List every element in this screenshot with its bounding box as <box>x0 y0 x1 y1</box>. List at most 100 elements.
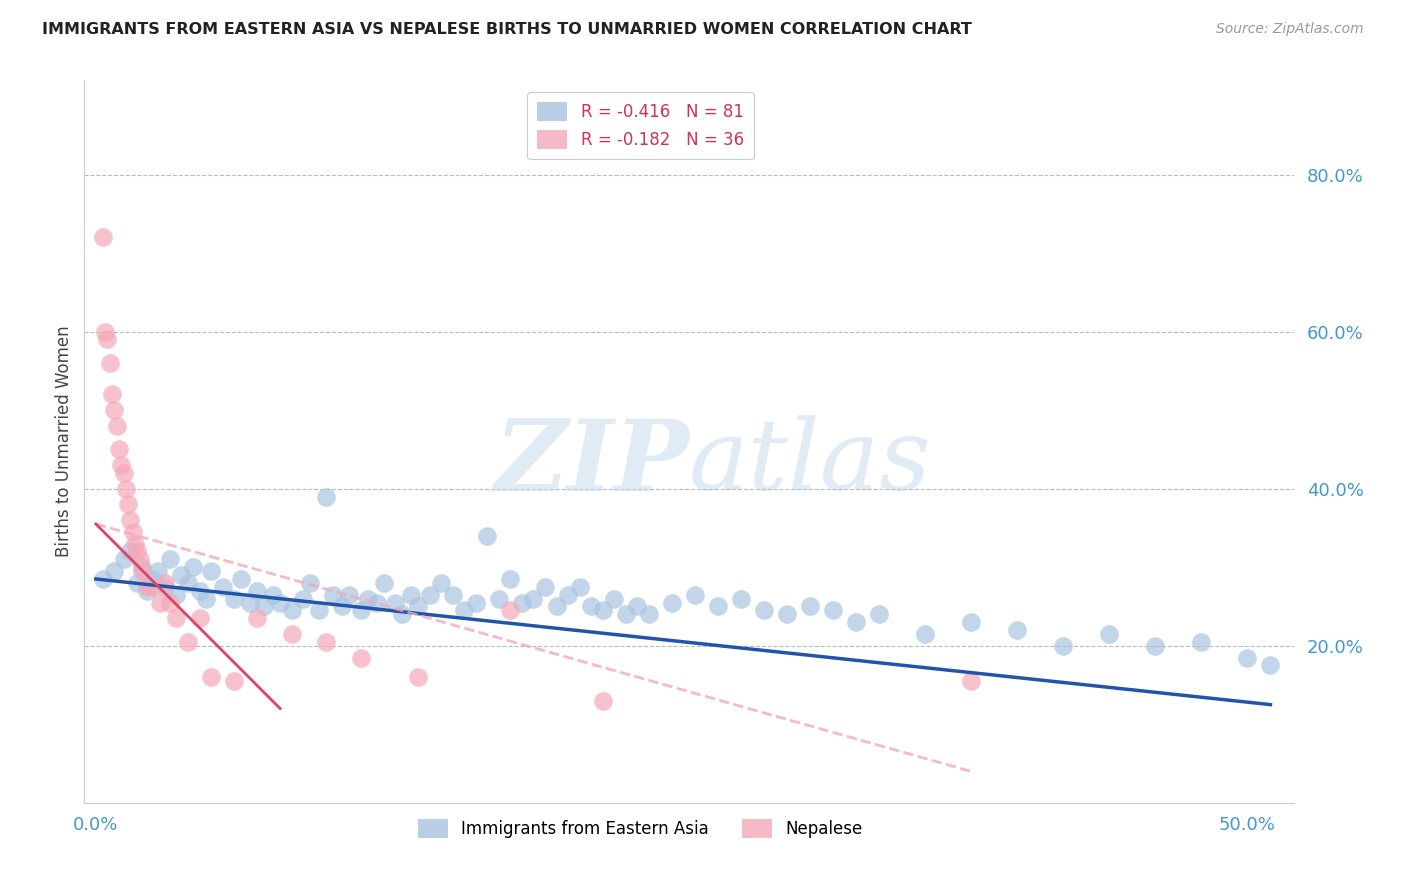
Point <box>170 568 193 582</box>
Point <box>103 564 125 578</box>
Point <box>222 591 245 606</box>
Point <box>159 595 181 609</box>
Point <box>546 599 568 614</box>
Y-axis label: Births to Unmarried Women: Births to Unmarried Women <box>55 326 73 558</box>
Legend: Immigrants from Eastern Asia, Nepalese: Immigrants from Eastern Asia, Nepalese <box>412 813 870 845</box>
Point <box>752 603 775 617</box>
Point <box>592 694 614 708</box>
Text: atlas: atlas <box>689 416 932 511</box>
Point <box>441 588 464 602</box>
Point <box>914 627 936 641</box>
Point <box>177 575 200 590</box>
Point <box>211 580 233 594</box>
Point <box>960 615 983 630</box>
Point <box>706 599 728 614</box>
Point <box>94 325 117 339</box>
Point <box>821 603 844 617</box>
Point <box>239 595 262 609</box>
Point <box>280 603 302 617</box>
Point <box>683 588 706 602</box>
Point <box>112 552 135 566</box>
Point <box>120 544 142 558</box>
Point <box>408 599 430 614</box>
Point <box>246 611 269 625</box>
Text: IMMIGRANTS FROM EASTERN ASIA VS NEPALESE BIRTHS TO UNMARRIED WOMEN CORRELATION C: IMMIGRANTS FROM EASTERN ASIA VS NEPALESE… <box>42 22 972 37</box>
Text: ZIP: ZIP <box>494 415 689 511</box>
Point <box>1260 658 1282 673</box>
Point <box>637 607 659 622</box>
Point <box>1236 650 1258 665</box>
Point <box>488 591 510 606</box>
Point <box>350 603 373 617</box>
Point <box>626 599 648 614</box>
Point <box>181 560 204 574</box>
Point <box>128 552 150 566</box>
Point <box>730 591 752 606</box>
Point <box>499 572 522 586</box>
Point <box>112 466 135 480</box>
Point <box>384 595 406 609</box>
Point <box>322 588 344 602</box>
Point <box>315 635 337 649</box>
Point <box>1005 623 1028 637</box>
Point <box>98 356 121 370</box>
Point <box>110 458 132 472</box>
Point <box>299 575 322 590</box>
Point <box>153 575 176 590</box>
Point <box>373 575 395 590</box>
Point <box>1098 627 1121 641</box>
Point <box>337 588 360 602</box>
Point <box>408 670 430 684</box>
Point <box>200 670 222 684</box>
Point <box>592 603 614 617</box>
Point <box>557 588 579 602</box>
Point <box>510 595 533 609</box>
Point <box>114 482 136 496</box>
Point <box>253 599 276 614</box>
Point <box>142 580 165 594</box>
Point <box>105 418 128 433</box>
Point <box>120 513 142 527</box>
Point <box>464 595 486 609</box>
Point <box>200 564 222 578</box>
Point <box>401 588 423 602</box>
Point <box>188 611 211 625</box>
Point <box>391 607 413 622</box>
Point <box>366 595 388 609</box>
Point <box>1144 639 1167 653</box>
Point <box>661 595 683 609</box>
Point <box>330 599 353 614</box>
Point <box>153 580 176 594</box>
Point <box>453 603 475 617</box>
Point <box>188 583 211 598</box>
Point <box>159 552 181 566</box>
Point <box>135 583 157 598</box>
Point <box>799 599 821 614</box>
Point <box>222 674 245 689</box>
Point <box>280 627 302 641</box>
Point <box>568 580 591 594</box>
Point <box>195 591 218 606</box>
Point <box>430 575 453 590</box>
Point <box>177 635 200 649</box>
Point <box>166 588 188 602</box>
Point <box>522 591 544 606</box>
Point <box>868 607 890 622</box>
Point <box>960 674 983 689</box>
Point <box>308 603 330 617</box>
Point <box>149 595 172 609</box>
Point <box>131 564 153 578</box>
Point <box>845 615 868 630</box>
Point <box>356 591 378 606</box>
Point <box>108 442 131 457</box>
Point <box>91 572 114 586</box>
Point <box>124 536 146 550</box>
Point <box>91 230 114 244</box>
Point <box>229 572 252 586</box>
Point <box>614 607 637 622</box>
Point <box>246 583 269 598</box>
Point <box>142 572 165 586</box>
Point <box>776 607 799 622</box>
Point <box>117 497 139 511</box>
Point <box>499 603 522 617</box>
